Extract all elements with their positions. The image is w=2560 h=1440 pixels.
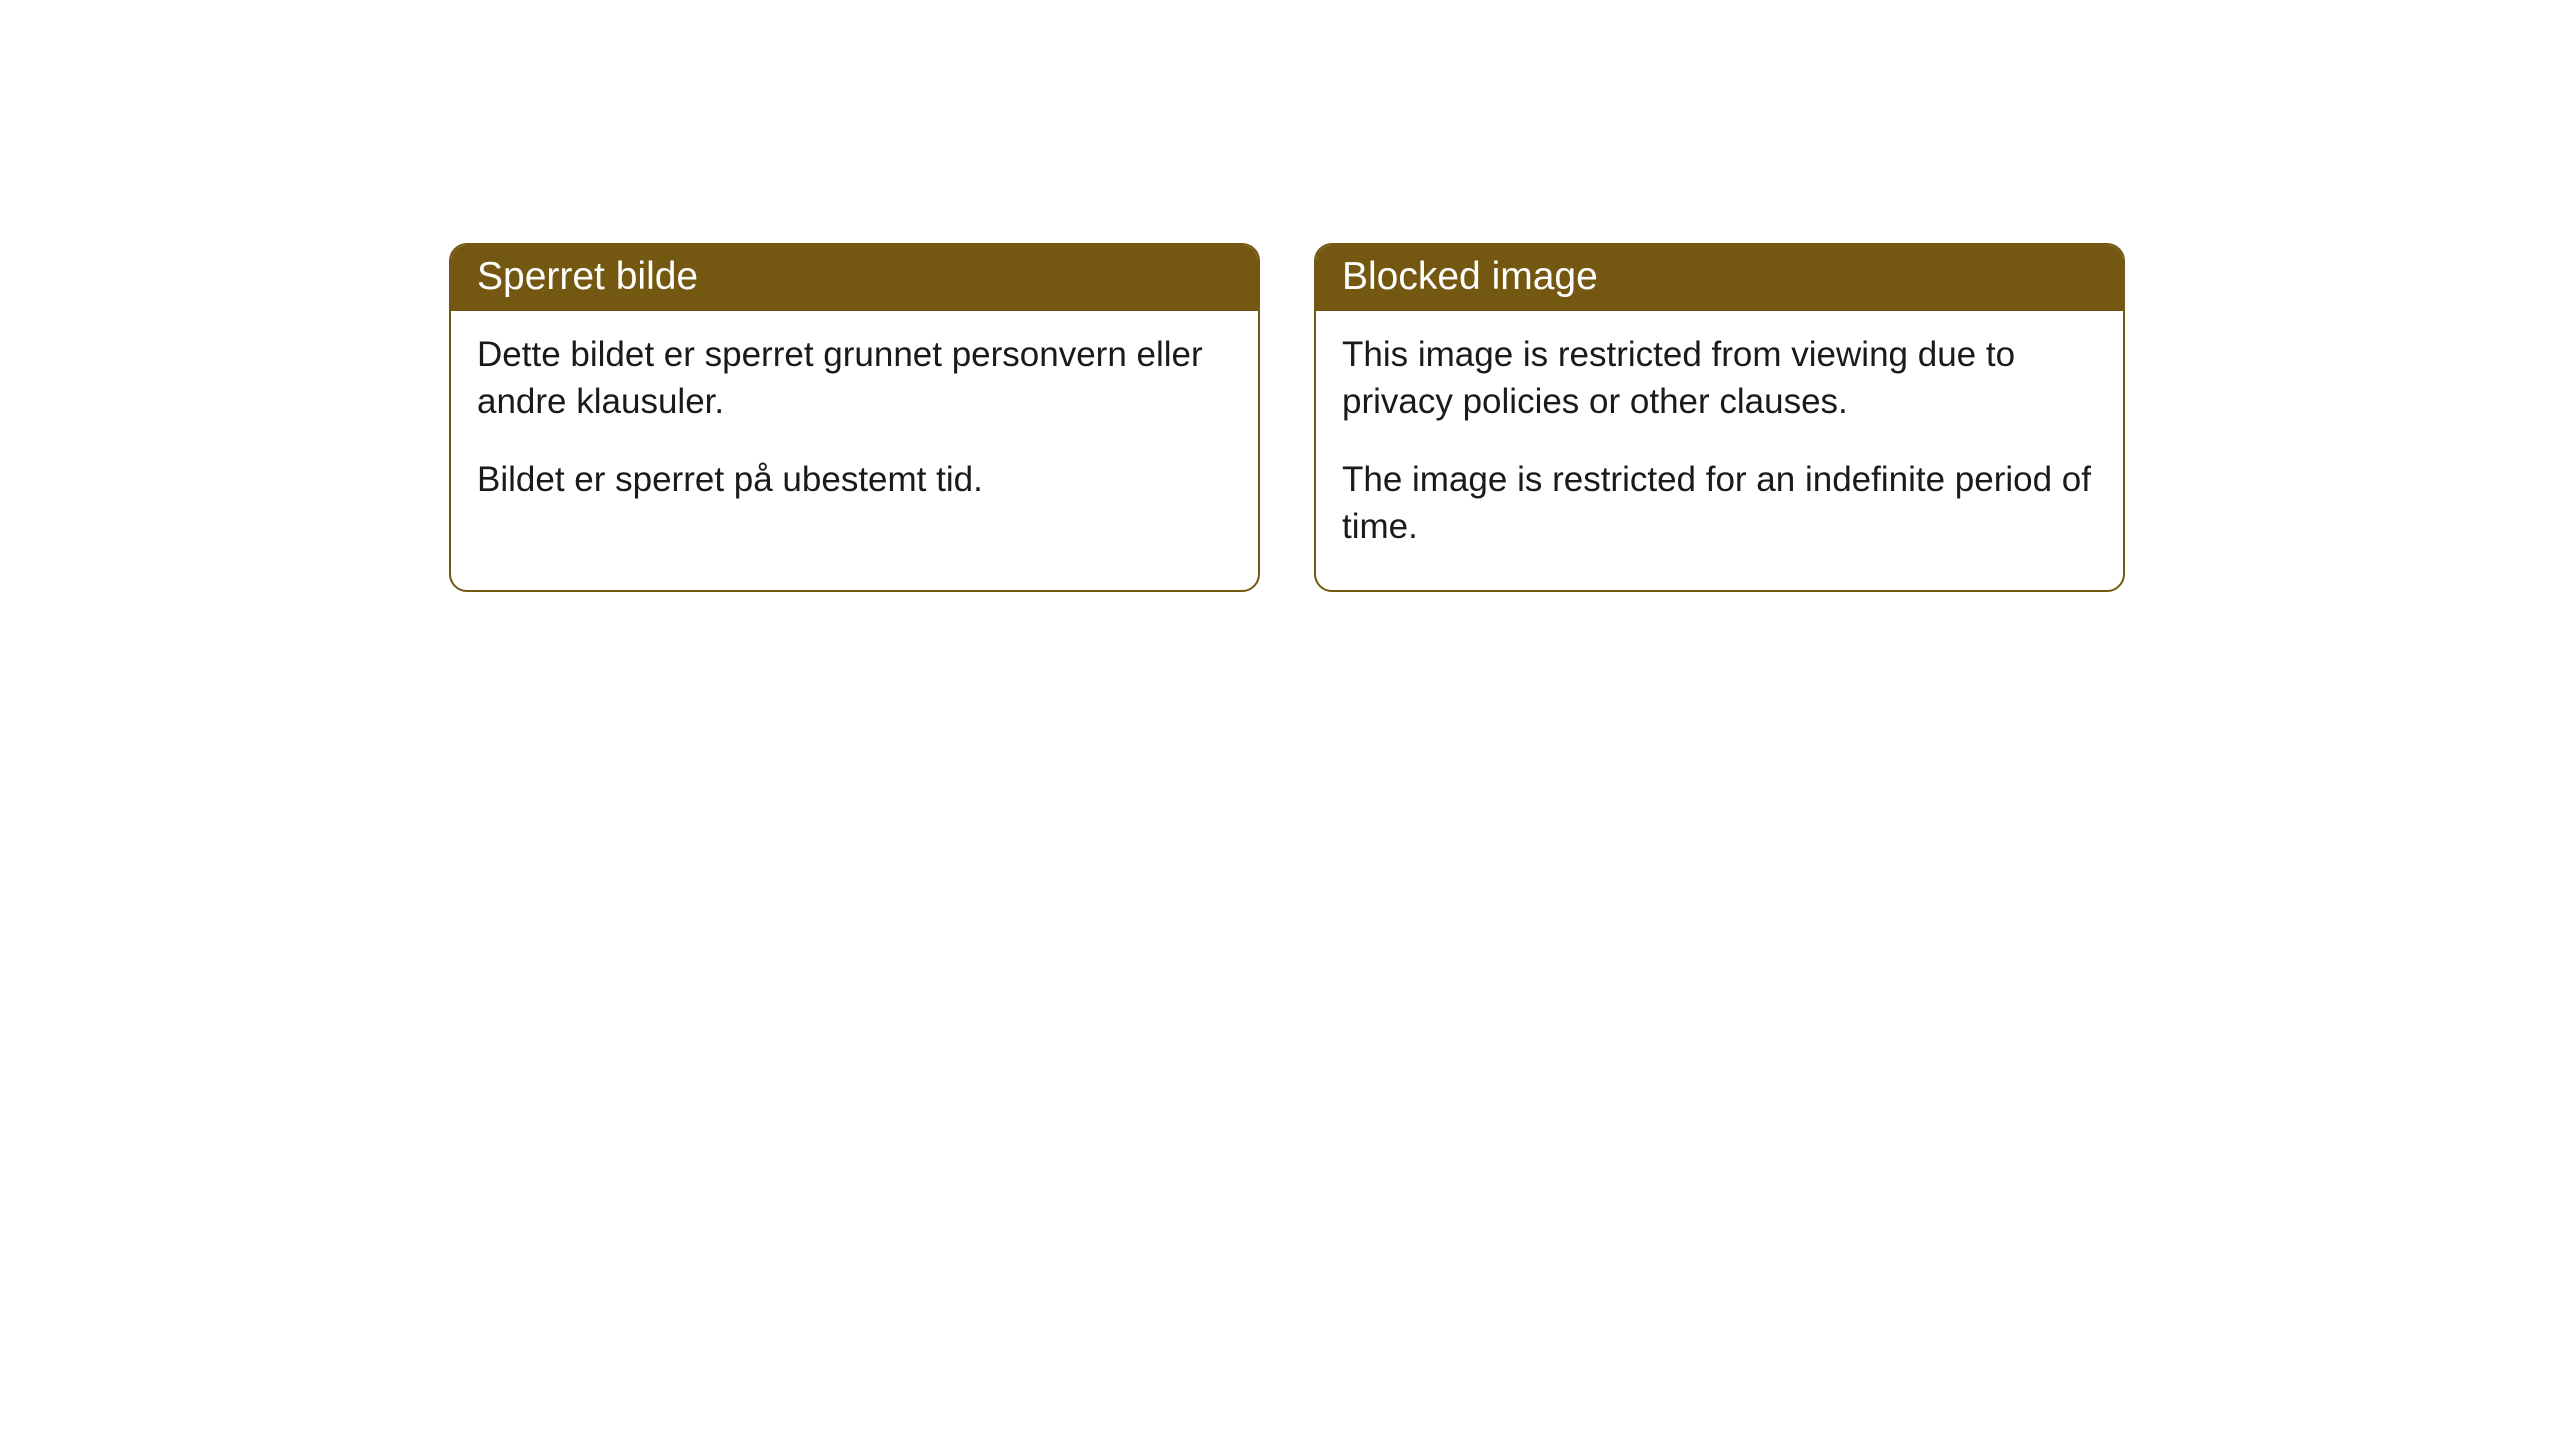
card-english: Blocked image This image is restricted f…: [1314, 243, 2125, 592]
card-paragraph-1-norwegian: Dette bildet er sperret grunnet personve…: [477, 331, 1232, 426]
card-paragraph-2-english: The image is restricted for an indefinit…: [1342, 456, 2097, 551]
card-body-english: This image is restricted from viewing du…: [1316, 311, 2123, 590]
card-body-norwegian: Dette bildet er sperret grunnet personve…: [451, 311, 1258, 543]
card-header-english: Blocked image: [1316, 245, 2123, 311]
card-paragraph-1-english: This image is restricted from viewing du…: [1342, 331, 2097, 426]
cards-container: Sperret bilde Dette bildet er sperret gr…: [0, 0, 2560, 592]
card-paragraph-2-norwegian: Bildet er sperret på ubestemt tid.: [477, 456, 1232, 503]
card-header-norwegian: Sperret bilde: [451, 245, 1258, 311]
card-norwegian: Sperret bilde Dette bildet er sperret gr…: [449, 243, 1260, 592]
